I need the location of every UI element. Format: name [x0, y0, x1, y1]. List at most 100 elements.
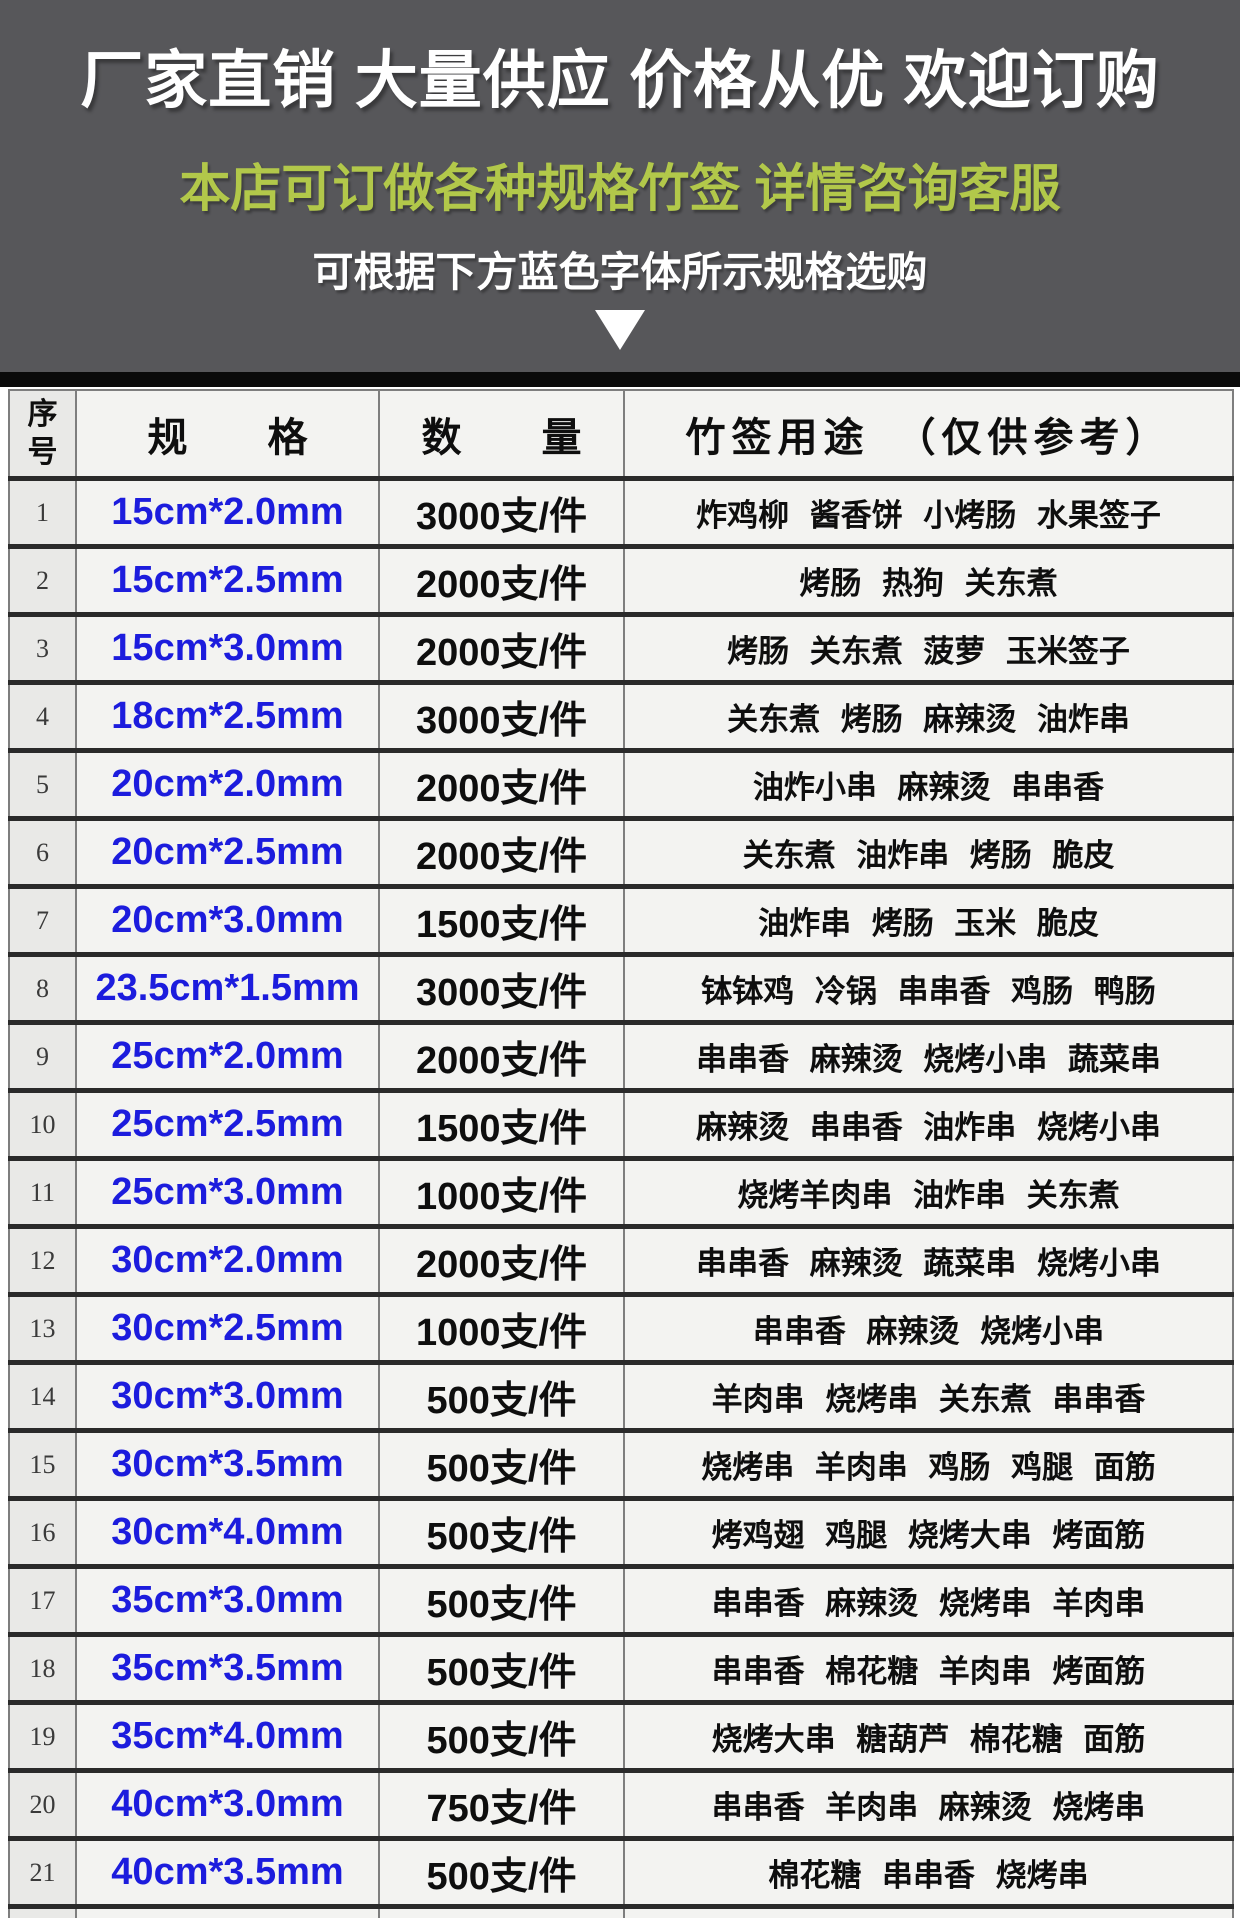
qty-cell: 500支/件 [378, 1838, 625, 1909]
usage-cell: 串串香 麻辣烫 烧烤串 羊肉串 [623, 1566, 1234, 1637]
qty-cell: 2000支/件 [378, 750, 625, 821]
usage-cell: 油炸小串 麻辣烫 串串香 [623, 750, 1234, 821]
banner-note: 可根据下方蓝色字体所示规格选购 [312, 249, 928, 295]
spec-table-section: 序号 规 格 数 量 竹签用途 （仅供参考） 1 15cm*2.0mm 3000… [0, 387, 1240, 1918]
spec-cell: 15cm*2.5mm [75, 546, 380, 617]
row-index: 14 [8, 1362, 77, 1433]
usage-cell: 烤鸡翅 鸡腿 烧烤大串 烤面筋 [623, 1498, 1234, 1569]
row-index: 2 [8, 546, 77, 617]
usage-cell: 烤肠 关东煮 菠萝 玉米签子 [623, 614, 1234, 685]
table-row: 14 30cm*3.0mm 500支/件 羊肉串 烧烤串 关东煮 串串香 [8, 1362, 1234, 1433]
qty-cell: 500支/件 [378, 1430, 625, 1501]
down-arrow-icon [595, 310, 645, 350]
spec-cell: 15cm*2.0mm [75, 478, 380, 549]
row-index: 22 [8, 1906, 77, 1918]
qty-cell: 500支/件 [378, 1906, 625, 1918]
qty-cell: 1000支/件 [378, 1294, 625, 1365]
usage-cell: 串串香 麻辣烫 烧烤小串 [623, 1294, 1234, 1365]
table-row: 8 23.5cm*1.5mm 3000支/件 钵钵鸡 冷锅 串串香 鸡肠 鸭肠 [8, 954, 1234, 1025]
usage-cell: 烧烤羊肉串 油炸串 关东煮 [623, 1158, 1234, 1229]
row-index: 11 [8, 1158, 77, 1229]
spec-cell: 15cm*3.0mm [75, 614, 380, 685]
table-row: 15 30cm*3.5mm 500支/件 烧烤串 羊肉串 鸡肠 鸡腿 面筋 [8, 1430, 1234, 1501]
spec-cell: 40cm*4.0mm [75, 1906, 380, 1918]
qty-cell: 3000支/件 [378, 478, 625, 549]
qty-cell: 2000支/件 [378, 614, 625, 685]
table-row: 21 40cm*3.5mm 500支/件 棉花糖 串串香 烧烤串 [8, 1838, 1234, 1909]
qty-cell: 1000支/件 [378, 1158, 625, 1229]
row-index: 1 [8, 478, 77, 549]
qty-cell: 2000支/件 [378, 818, 625, 889]
banner-subtitle: 本店可订做各种规格竹签 详情咨询客服 [179, 160, 1061, 217]
spec-table: 序号 规 格 数 量 竹签用途 （仅供参考） 1 15cm*2.0mm 3000… [8, 389, 1234, 1918]
row-index: 9 [8, 1022, 77, 1093]
row-index: 19 [8, 1702, 77, 1773]
qty-cell: 3000支/件 [378, 954, 625, 1025]
table-row: 3 15cm*3.0mm 2000支/件 烤肠 关东煮 菠萝 玉米签子 [8, 614, 1234, 685]
qty-cell: 500支/件 [378, 1362, 625, 1433]
spec-cell: 30cm*3.0mm [75, 1362, 380, 1433]
col-header-spec: 规 格 [75, 389, 380, 481]
row-index: 15 [8, 1430, 77, 1501]
table-row: 19 35cm*4.0mm 500支/件 烧烤大串 糖葫芦 棉花糖 面筋 [8, 1702, 1234, 1773]
usage-cell: 烧烤串 羊肉串 鸡肠 鸡腿 面筋 [623, 1430, 1234, 1501]
table-row: 6 20cm*2.5mm 2000支/件 关东煮 油炸串 烤肠 脆皮 [8, 818, 1234, 889]
table-row: 13 30cm*2.5mm 1000支/件 串串香 麻辣烫 烧烤小串 [8, 1294, 1234, 1365]
row-index: 13 [8, 1294, 77, 1365]
row-index: 21 [8, 1838, 77, 1909]
table-row: 16 30cm*4.0mm 500支/件 烤鸡翅 鸡腿 烧烤大串 烤面筋 [8, 1498, 1234, 1569]
usage-cell: 炸鸡柳 酱香饼 小烤肠 水果签子 [623, 478, 1234, 549]
table-row: 20 40cm*3.0mm 750支/件 串串香 羊肉串 麻辣烫 烧烤串 [8, 1770, 1234, 1841]
promo-banner: 厂家直销 大量供应 价格从优 欢迎订购 本店可订做各种规格竹签 详情咨询客服 可… [0, 0, 1240, 372]
usage-cell: 油炸串 烤肠 玉米 脆皮 [623, 886, 1234, 957]
table-row: 1 15cm*2.0mm 3000支/件 炸鸡柳 酱香饼 小烤肠 水果签子 [8, 478, 1234, 549]
spec-cell: 20cm*3.0mm [75, 886, 380, 957]
col-header-index: 序号 [8, 389, 77, 481]
usage-cell: 关东煮 油炸串 烤肠 脆皮 [623, 818, 1234, 889]
spec-cell: 25cm*3.0mm [75, 1158, 380, 1229]
spec-cell: 30cm*3.5mm [75, 1430, 380, 1501]
qty-cell: 500支/件 [378, 1498, 625, 1569]
col-header-usage: 竹签用途 （仅供参考） [623, 389, 1234, 481]
row-index: 6 [8, 818, 77, 889]
table-row: 7 20cm*3.0mm 1500支/件 油炸串 烤肠 玉米 脆皮 [8, 886, 1234, 957]
spec-cell: 30cm*2.5mm [75, 1294, 380, 1365]
qty-cell: 1500支/件 [378, 1090, 625, 1161]
qty-cell: 750支/件 [378, 1770, 625, 1841]
usage-cell: 羊肉串 烧烤串 关东煮 串串香 [623, 1362, 1234, 1433]
spec-cell: 23.5cm*1.5mm [75, 954, 380, 1025]
table-row: 18 35cm*3.5mm 500支/件 串串香 棉花糖 羊肉串 烤面筋 [8, 1634, 1234, 1705]
table-row: 5 20cm*2.0mm 2000支/件 油炸小串 麻辣烫 串串香 [8, 750, 1234, 821]
row-index: 16 [8, 1498, 77, 1569]
qty-cell: 500支/件 [378, 1566, 625, 1637]
row-index: 4 [8, 682, 77, 753]
qty-cell: 500支/件 [378, 1634, 625, 1705]
row-index: 18 [8, 1634, 77, 1705]
qty-cell: 2000支/件 [378, 1022, 625, 1093]
table-row: 12 30cm*2.0mm 2000支/件 串串香 麻辣烫 蔬菜串 烧烤小串 [8, 1226, 1234, 1297]
usage-cell: 烤肠 热狗 关东煮 [623, 546, 1234, 617]
spec-cell: 18cm*2.5mm [75, 682, 380, 753]
usage-cell: 钵钵鸡 冷锅 串串香 鸡肠 鸭肠 [623, 954, 1234, 1025]
row-index: 20 [8, 1770, 77, 1841]
row-index: 17 [8, 1566, 77, 1637]
spec-cell: 25cm*2.5mm [75, 1090, 380, 1161]
spec-cell: 20cm*2.5mm [75, 818, 380, 889]
spec-cell: 30cm*2.0mm [75, 1226, 380, 1297]
spec-cell: 35cm*3.5mm [75, 1634, 380, 1705]
usage-cell: 串串香 麻辣烫 烧烤小串 蔬菜串 [623, 1022, 1234, 1093]
table-row: 9 25cm*2.0mm 2000支/件 串串香 麻辣烫 烧烤小串 蔬菜串 [8, 1022, 1234, 1093]
table-row: 17 35cm*3.0mm 500支/件 串串香 麻辣烫 烧烤串 羊肉串 [8, 1566, 1234, 1637]
table-row: 2 15cm*2.5mm 2000支/件 烤肠 热狗 关东煮 [8, 546, 1234, 617]
usage-cell: 串串香 棉花糖 羊肉串 烤面筋 [623, 1634, 1234, 1705]
usage-cell: 串串香 麻辣烫 蔬菜串 烧烤小串 [623, 1226, 1234, 1297]
usage-cell: 串串香 羊肉串 麻辣烫 烧烤串 [623, 1770, 1234, 1841]
spec-cell: 35cm*3.0mm [75, 1566, 380, 1637]
row-index: 3 [8, 614, 77, 685]
table-header-row: 序号 规 格 数 量 竹签用途 （仅供参考） [8, 389, 1234, 481]
spec-cell: 30cm*4.0mm [75, 1498, 380, 1569]
usage-cell: 棉花糖 串串香 烧烤串 [623, 1838, 1234, 1909]
spec-cell: 20cm*2.0mm [75, 750, 380, 821]
row-index: 10 [8, 1090, 77, 1161]
spec-cell: 25cm*2.0mm [75, 1022, 380, 1093]
